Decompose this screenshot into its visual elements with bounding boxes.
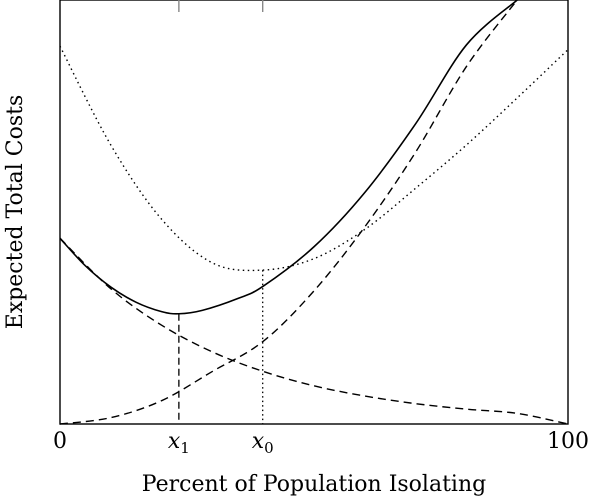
marker-x0-label: x0 [252, 429, 274, 457]
marker-labels: x1 x0 [168, 429, 274, 457]
series-shifted-line [59, 45, 569, 272]
plot-frame [59, 0, 569, 425]
x-tick-label-0: 0 [53, 429, 67, 454]
x-tick-label-100: 100 [547, 429, 589, 454]
top-ticks [178, 0, 264, 12]
series-decreasing-line [59, 237, 569, 425]
x-tick-labels: 0 100 [53, 429, 589, 454]
y-axis-title: Expected Total Costs [3, 95, 28, 330]
plot-curves [59, 0, 569, 425]
x-axis-title: Percent of Population Isolating [142, 472, 486, 497]
marker-lines [178, 270, 264, 424]
marker-x1-label: x1 [168, 429, 190, 457]
series-increasing-line [59, 0, 518, 425]
series-total-line [59, 0, 518, 315]
